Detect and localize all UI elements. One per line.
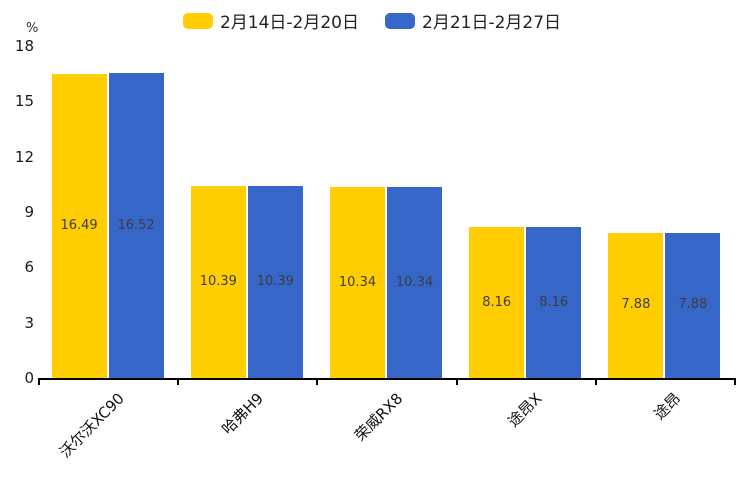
y-tick-label: 6 xyxy=(24,258,34,277)
x-axis-tick xyxy=(177,380,180,385)
y-tick-label: 18 xyxy=(14,37,34,55)
legend-label: 2月21日-2月27日 xyxy=(422,13,562,33)
legend-swatch-icon xyxy=(182,12,213,29)
bar-value-label: 8.16 xyxy=(539,294,569,310)
bar-value-label: 7.88 xyxy=(678,297,708,313)
bar-沃尔沃XC90-series1[interactable]: 16.52 xyxy=(108,73,164,378)
x-axis-tick xyxy=(455,380,458,385)
x-category-label-1: 哈弗H9 xyxy=(218,389,267,439)
legend-swatch-icon xyxy=(385,12,415,29)
bar-value-label: 10.39 xyxy=(256,274,294,290)
x-category-label-0: 沃尔沃XC90 xyxy=(55,389,128,462)
bar-value-label: 16.52 xyxy=(117,217,155,233)
bar-value-label: 7.88 xyxy=(621,297,651,313)
bar-哈弗H9-series1[interactable]: 10.39 xyxy=(247,186,303,378)
y-tick-label: 3 xyxy=(24,313,34,332)
x-axis-tick xyxy=(38,380,40,385)
bar-荣威RX8-series1[interactable]: 10.34 xyxy=(387,187,442,378)
bar-哈弗H9-series0[interactable]: 10.39 xyxy=(190,186,246,378)
bar-沃尔沃XC90-series0[interactable]: 16.49 xyxy=(51,73,107,378)
y-tick-label: 12 xyxy=(14,147,34,166)
bar-value-label: 8.16 xyxy=(482,294,512,310)
y-tick-label: 0 xyxy=(24,369,34,387)
bar-途昂-series0[interactable]: 7.88 xyxy=(608,232,664,378)
x-category-label-3: 途昂X xyxy=(504,389,546,431)
bar-途昂X-series1[interactable]: 8.16 xyxy=(526,227,582,378)
bar-value-label: 16.49 xyxy=(60,217,98,233)
x-axis-tick xyxy=(734,380,736,385)
x-axis-tick xyxy=(316,380,319,385)
x-category-label-2: 荣威RX8 xyxy=(350,389,407,445)
bar-value-label: 10.34 xyxy=(338,274,377,290)
legend-item-0[interactable]: 2月14日-2月20日 xyxy=(182,8,359,33)
y-axis-unit-label: % xyxy=(26,21,39,36)
legend-label: 2月14日-2月20日 xyxy=(219,13,359,33)
bar-途昂X-series0[interactable]: 8.16 xyxy=(469,227,525,378)
legend: 2月14日-2月20日 2月21日-2月27日 xyxy=(0,8,744,33)
x-category-label-4: 途昂 xyxy=(650,389,685,424)
y-tick-label: 9 xyxy=(24,203,34,221)
x-axis-tick xyxy=(594,380,597,385)
bar-value-label: 10.39 xyxy=(199,274,237,290)
bar-value-label: 10.34 xyxy=(395,274,434,290)
y-tick-label: 15 xyxy=(14,92,34,111)
legend-item-1[interactable]: 2月21日-2月27日 xyxy=(385,8,561,33)
bar-荣威RX8-series0[interactable]: 10.34 xyxy=(330,187,385,378)
bar-途昂-series1[interactable]: 7.88 xyxy=(665,232,721,378)
x-axis-line xyxy=(38,378,736,380)
